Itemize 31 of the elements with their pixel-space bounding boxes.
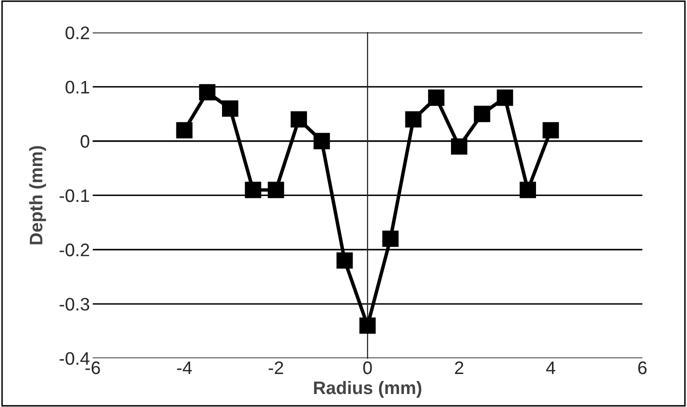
point [268, 182, 284, 198]
x-tick-label: -4 [177, 362, 192, 374]
point [314, 132, 330, 150]
y-tick-label: 0.2 [66, 26, 90, 40]
point [359, 317, 376, 334]
point [405, 111, 422, 128]
y-axis-title: Depth (mm) [29, 146, 46, 244]
y-tick-label: -0.2 [60, 244, 90, 256]
point [199, 84, 216, 100]
point [450, 138, 468, 155]
point [496, 90, 514, 106]
y-tick-label: -0.1 [60, 189, 90, 202]
point [428, 90, 444, 106]
point [222, 100, 238, 117]
y-tick-label: 0.1 [66, 80, 90, 94]
x-tick-label: 4 [546, 362, 556, 374]
x-axis-title: Radius (mm) [314, 380, 422, 398]
point [474, 106, 490, 122]
x-tick-label: 6 [638, 361, 647, 374]
point [244, 182, 262, 198]
y-tick-label: 0 [80, 135, 90, 148]
point [382, 230, 399, 247]
point [542, 122, 559, 138]
point [336, 252, 353, 269]
y-tick-label: -0.3 [60, 298, 90, 311]
x-tick-label: 0 [363, 361, 372, 374]
point [290, 111, 308, 128]
x-tick-label: -2 [268, 361, 284, 374]
point [176, 122, 193, 138]
x-tick-label: 2 [455, 361, 464, 374]
point [520, 182, 536, 198]
